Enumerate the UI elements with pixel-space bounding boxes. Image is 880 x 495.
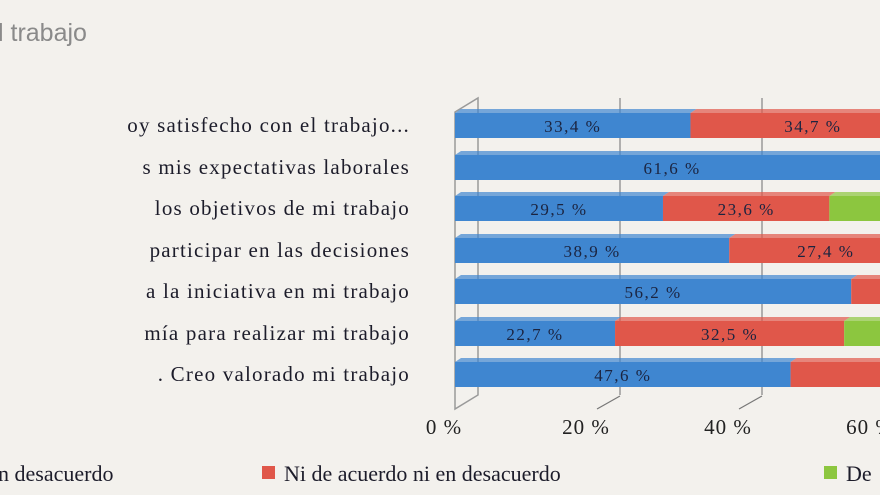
x-tick-label: 60 %	[846, 415, 880, 439]
bar-segment-top	[455, 109, 697, 113]
bar-segment-top	[455, 234, 736, 238]
bar-segment	[455, 362, 791, 387]
data-label: 32,5 %	[701, 325, 758, 344]
bar-segment	[455, 279, 852, 304]
data-label: 29,5 %	[530, 200, 587, 219]
gridline-floor	[738, 395, 763, 410]
bar-segment-top	[851, 275, 880, 279]
x-tick-label: 20 %	[562, 415, 610, 439]
bar-segment	[455, 321, 616, 346]
data-label: 22,7 %	[506, 325, 563, 344]
gridline-floor	[596, 395, 621, 410]
bar-segment-top	[455, 317, 622, 321]
legend-label: Ni de acuerdo ni en desacuerdo	[284, 461, 561, 486]
data-label: 56,2 %	[625, 283, 682, 302]
legend-swatch	[824, 466, 837, 479]
bar-segment	[790, 362, 880, 387]
bar-segment	[615, 321, 845, 346]
bar-segment	[455, 155, 880, 180]
bar-segment-top	[690, 109, 880, 113]
bar-segment-top	[455, 275, 858, 279]
bar-segment	[851, 279, 880, 304]
category-label: s mis expectativas laborales	[143, 155, 410, 179]
category-label: mía para realizar mi trabajo	[144, 321, 410, 345]
x-tick-label: 0 %	[426, 415, 462, 439]
legend-label: n desacuerdo	[0, 461, 113, 486]
bar-segment-top	[455, 151, 880, 155]
category-label: a la iniciativa en mi trabajo	[146, 279, 410, 303]
chart-title: l trabajo	[0, 19, 87, 47]
category-label: participar en las decisiones	[150, 238, 410, 262]
bar-segment-top	[615, 317, 851, 321]
bar-segment-top	[790, 358, 880, 362]
category-label: los objetivos de mi trabajo	[155, 196, 410, 220]
bar-segment-top	[662, 192, 836, 196]
data-label: 23,6 %	[718, 200, 775, 219]
data-label: 38,9 %	[564, 242, 621, 261]
bar-segment	[455, 238, 730, 263]
data-label: 61,6 %	[644, 159, 701, 178]
bar-segment-top	[455, 192, 669, 196]
chart-side-wall	[454, 96, 479, 411]
category-label: oy satisfecho con el trabajo...	[127, 113, 410, 137]
data-label: 33,4 %	[544, 117, 601, 136]
bar-segment-top	[844, 317, 880, 321]
bar-segment	[844, 321, 880, 346]
bar-segment-top	[829, 192, 880, 196]
legend-swatch	[262, 466, 275, 479]
category-label: . Creo valorado mi trabajo	[158, 362, 410, 386]
bar-segment-top	[729, 234, 880, 238]
bar-segment	[455, 196, 663, 221]
bar-segment	[455, 113, 691, 138]
legend-label: De	[846, 461, 872, 486]
bar-segment	[662, 196, 830, 221]
data-label: 34,7 %	[784, 117, 841, 136]
bar-segment-top	[455, 358, 797, 362]
data-label: 27,4 %	[797, 242, 854, 261]
bar-segment	[690, 113, 880, 138]
x-tick-label: 40 %	[704, 415, 752, 439]
bar-segment	[729, 238, 880, 263]
bar-segment	[829, 196, 880, 221]
data-label: 47,6 %	[594, 366, 651, 385]
